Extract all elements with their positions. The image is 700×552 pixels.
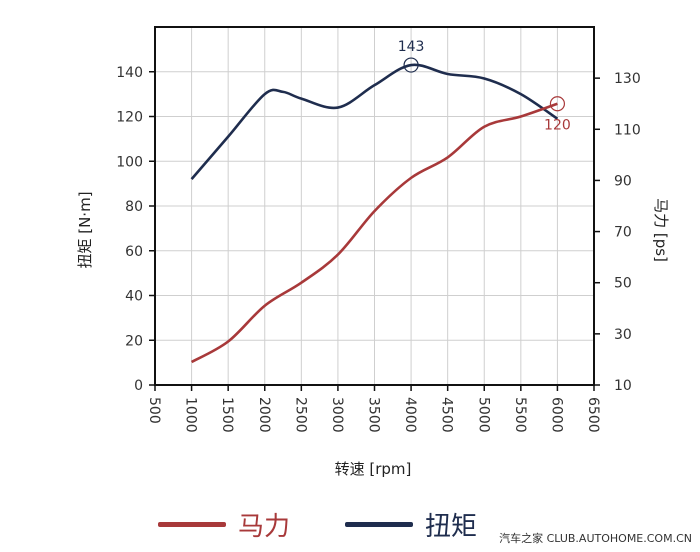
- legend-swatch-power: [158, 521, 226, 527]
- tick-label-left: 100: [116, 154, 143, 170]
- series-line-torque: [190, 63, 559, 180]
- left-axis-ticks: 0 20 40 60 80 100 120 140: [116, 65, 155, 394]
- tick-label-x: 5500: [512, 397, 528, 433]
- series-line-power: [190, 102, 558, 364]
- tick-label-x: 2500: [292, 397, 308, 433]
- tick-label-x: 1500: [219, 397, 235, 433]
- tick-label-left: 0: [134, 378, 143, 394]
- annotation-marker: [403, 57, 419, 73]
- tick-label-left: 80: [125, 199, 143, 215]
- tick-label-left: 20: [125, 333, 143, 349]
- tick-label-x: 2000: [256, 397, 272, 433]
- legend-swatch-torque: [345, 521, 413, 527]
- tick-label-right: 110: [614, 122, 641, 138]
- tick-label-x: 500: [146, 397, 162, 424]
- watermark: 汽车之家 CLUB.AUTOHOME.COM.CN: [499, 532, 692, 545]
- annotation-marker: [549, 96, 566, 112]
- tick-label-x: 4000: [402, 397, 418, 433]
- series-lines: [190, 63, 559, 364]
- tick-label-x: 6000: [548, 397, 564, 433]
- y-right-axis-title: 马力 [ps]: [652, 198, 670, 262]
- tick-label-right: 70: [614, 225, 632, 241]
- tick-label-left: 120: [116, 110, 143, 126]
- tick-label-right: 30: [614, 327, 632, 343]
- annotations: 143 120: [398, 39, 571, 134]
- tick-label-right: 10: [614, 378, 632, 394]
- legend-item-power: 马力: [158, 506, 290, 542]
- tick-label-left: 40: [125, 289, 143, 305]
- x-axis-ticks: 500 1000 1500 2000 2500 3000 3500 4000 4500 5000 5…: [146, 385, 601, 433]
- tick-label-right: 50: [614, 276, 632, 292]
- tick-label-x: 5000: [475, 397, 491, 433]
- legend-label-torque: 扭矩: [425, 511, 478, 542]
- tick-label-right: 130: [614, 71, 641, 87]
- tick-label-x: 1000: [183, 397, 199, 433]
- x-axis-title: 转速 [rpm]: [335, 460, 412, 478]
- tick-label-x: 3500: [366, 397, 382, 433]
- tick-label-left: 60: [125, 244, 143, 260]
- annotation-label: 143: [398, 39, 425, 55]
- legend-label-power: 马力: [238, 511, 291, 542]
- legend-item-torque: 扭矩: [345, 506, 477, 542]
- plot-frame: [154, 26, 595, 386]
- tick-label-x: 3000: [329, 397, 345, 433]
- grid: [155, 27, 594, 385]
- tick-label-x: 6500: [585, 397, 601, 433]
- tick-label-right: 90: [614, 173, 632, 189]
- annotation-label: 120: [544, 118, 571, 134]
- tick-label-left: 140: [116, 65, 143, 81]
- y-left-axis-title: 扭矩 [N·m]: [76, 191, 94, 268]
- right-axis-ticks: 10 30 50 70 90 110 130: [594, 71, 641, 394]
- tick-label-x: 4500: [439, 397, 455, 433]
